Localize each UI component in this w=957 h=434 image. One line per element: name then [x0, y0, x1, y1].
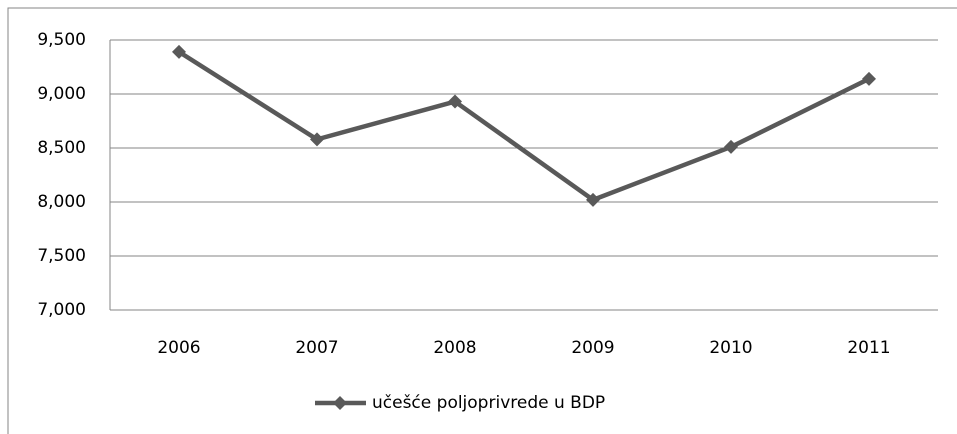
x-tick-label: 2008 [433, 338, 476, 358]
y-tick-label: 7,000 [37, 300, 86, 320]
chart-frame [7, 7, 957, 434]
marker [724, 139, 738, 154]
y-tick-label: 8,000 [37, 192, 86, 212]
marker [310, 132, 324, 147]
y-tick-label: 8,500 [37, 138, 86, 158]
marker [586, 192, 600, 207]
x-tick-label: 2006 [157, 338, 200, 358]
marker [862, 71, 876, 86]
x-tick-label: 2007 [295, 338, 338, 358]
series-line [177, 49, 870, 203]
legend-label: učešće poljoprivrede u BDP [372, 393, 605, 413]
y-tick-label: 9,500 [37, 30, 86, 50]
x-tick-label: 2011 [847, 338, 890, 358]
marker [172, 44, 186, 59]
marker [448, 94, 462, 109]
legend-marker [333, 396, 347, 410]
y-tick-label: 9,000 [37, 84, 86, 104]
x-tick-label: 2010 [709, 338, 752, 358]
x-tick-label: 2009 [571, 338, 614, 358]
y-tick-label: 7,500 [37, 246, 86, 266]
